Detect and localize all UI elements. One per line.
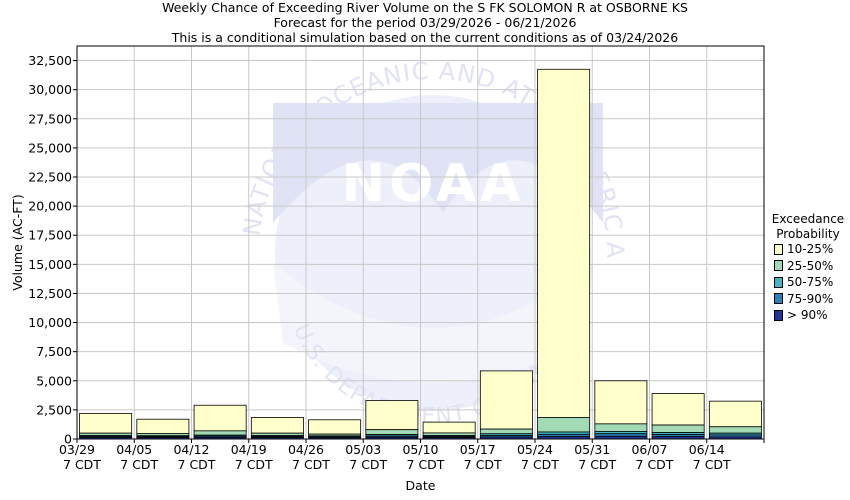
x-tick-label-time: 7 CDT (120, 457, 158, 472)
legend-item: 25-50% (766, 258, 850, 275)
legend-label: 75-90% (787, 291, 834, 306)
x-tick-label-time: 7 CDT (521, 457, 559, 472)
x-axis-label: Date (406, 478, 436, 493)
y-tick-label: 15,000 (28, 257, 72, 272)
y-axis: 0 2,500 5,000 7,500 10,000 12,500 15,000 17,500… (28, 53, 77, 447)
x-tick-label-time: 7 CDT (693, 457, 731, 472)
legend: Exceedance Probability 10-25% 25-50% 50-75… (766, 212, 850, 324)
watermark-bird (273, 103, 603, 223)
bar-segment (708, 400, 762, 428)
bar-segment (537, 417, 591, 433)
x-tick-label-time: 7 CDT (464, 457, 502, 472)
legend-swatch (774, 243, 783, 255)
bar-segment (365, 400, 419, 431)
x-tick-label-time: 7 CDT (636, 457, 674, 472)
legend-title-line2: Probability (776, 226, 840, 241)
x-tick-label-time: 7 CDT (578, 457, 616, 472)
y-tick-label: 5,000 (36, 373, 72, 388)
bar-segment (651, 424, 705, 433)
legend-swatch (774, 309, 783, 321)
gridlines (76, 46, 765, 440)
legend-item: 10-25% (766, 241, 850, 258)
bar-segment (193, 430, 247, 436)
bar-segment (479, 370, 533, 430)
legend-label: 50-75% (787, 275, 834, 289)
bar-segment (651, 393, 705, 426)
x-tick-label-time: 7 CDT (349, 457, 387, 472)
x-tick-label-date: 03/29 (59, 442, 95, 457)
bar-segment (365, 429, 419, 435)
y-tick-label: 22,500 (28, 170, 72, 185)
y-tick-label: 27,500 (28, 111, 72, 126)
bar-segment (79, 412, 133, 434)
x-tick-label-time: 7 CDT (63, 457, 101, 472)
y-tick-label: 30,000 (28, 82, 72, 97)
chart-subtitle-conditions: This is a conditional simulation based o… (171, 30, 679, 45)
legend-label: 10-25% (787, 242, 834, 256)
legend-label: 25-50% (787, 258, 834, 273)
bar-segment (422, 421, 476, 434)
legend-label: > 90% (787, 308, 828, 322)
bar-segment (594, 380, 648, 425)
y-tick-label: 32,500 (28, 53, 72, 68)
y-tick-label: 2,500 (36, 402, 72, 417)
legend-swatch (774, 260, 783, 272)
y-tick-label: 0 (64, 432, 72, 447)
legend-item: 50-75% (766, 274, 850, 291)
x-tick-label-date: 05/10 (402, 442, 438, 457)
chart-subtitle-period: Forecast for the period 03/29/2026 - 06/… (273, 15, 577, 30)
x-tick-label-date: 04/19 (231, 442, 267, 457)
bar-segment (479, 428, 533, 435)
x-tick-label-date: 05/17 (460, 442, 496, 457)
x-tick-label-date: 05/03 (345, 442, 381, 457)
x-tick-label-date: 04/05 (116, 442, 152, 457)
x-tick-label-date: 04/12 (173, 442, 209, 457)
x-tick-label-time: 7 CDT (235, 457, 273, 472)
y-tick-label: 20,000 (28, 199, 72, 214)
bar-segment (136, 418, 190, 434)
x-tick-label-time: 7 CDT (178, 457, 216, 472)
bar-segment (308, 419, 362, 435)
x-tick-label-time: 7 CDT (407, 457, 445, 472)
legend-title-line1: Exceedance (771, 212, 845, 226)
y-tick-label: 12,500 (28, 286, 72, 301)
watermark-wave (273, 263, 593, 383)
bar-segment (594, 423, 648, 432)
x-tick-label-date: 05/24 (517, 442, 553, 457)
y-axis-label: Volume (AC-FT) (10, 194, 25, 290)
bar-segment (708, 426, 762, 434)
bar-segment (193, 404, 247, 432)
watermark-logo-text: NOAA (342, 154, 525, 214)
bar-segment (537, 68, 591, 418)
y-tick-label: 7,500 (36, 344, 72, 359)
legend-item: > 90% (766, 307, 850, 324)
y-tick-label: 17,500 (28, 228, 72, 243)
legend-item: 75-90% (766, 291, 850, 308)
chart-titles: Weekly Chance of Exceeding River Volume … (0, 0, 850, 45)
bars (79, 68, 762, 440)
x-tick-label-date: 05/31 (574, 442, 610, 457)
x-tick-label-date: 06/14 (689, 442, 725, 457)
x-tick-label-date: 04/26 (288, 442, 324, 457)
legend-swatch (774, 276, 783, 288)
chart-title: Weekly Chance of Exceeding River Volume … (162, 0, 688, 15)
legend-swatch (774, 293, 783, 305)
x-tick-label-time: 7 CDT (292, 457, 330, 472)
y-tick-label: 10,000 (28, 315, 72, 330)
bar-segment (250, 417, 304, 434)
x-tick-label-date: 06/07 (631, 442, 667, 457)
legend-items: 10-25% 25-50% 50-75% 75-90% > 90% (766, 241, 850, 324)
y-tick-label: 25,000 (28, 140, 72, 155)
